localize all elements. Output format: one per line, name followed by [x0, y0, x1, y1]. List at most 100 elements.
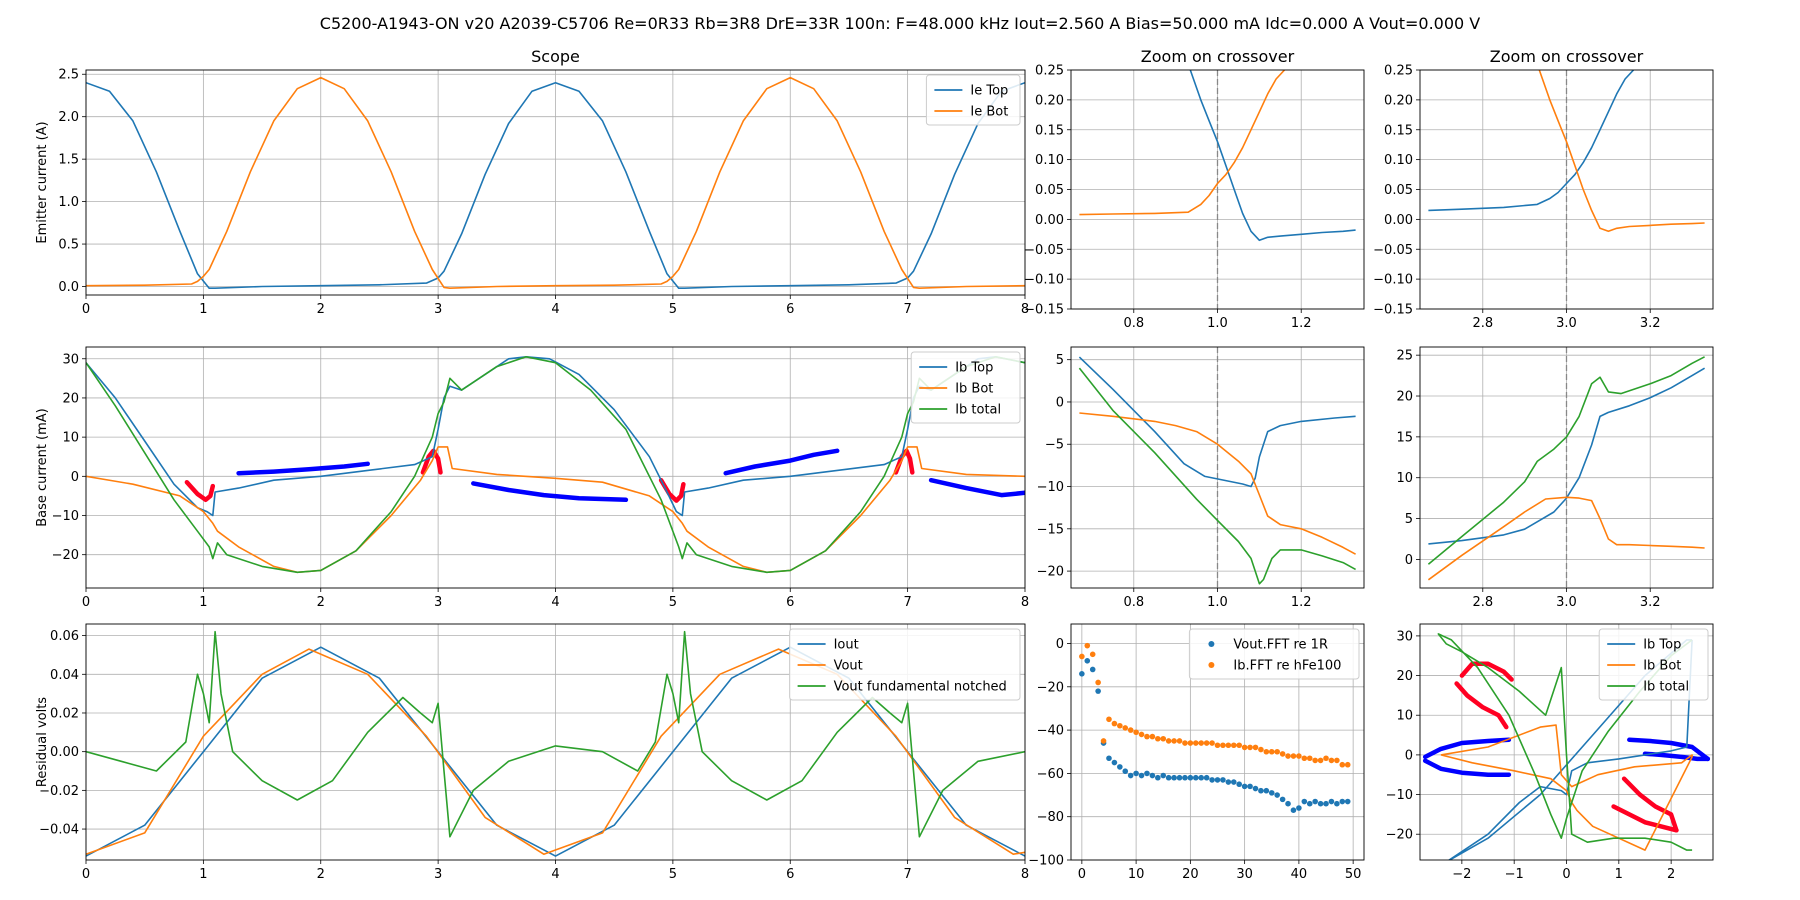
x-tick-label: 4 [551, 867, 559, 882]
data-point [1198, 774, 1205, 781]
axes-frame [1070, 69, 1365, 310]
axes-residual: 0 1 2 3 4 5 6 7 8 −0.04 −0.02 0.00 0.02 0.04 0.06 Resid… [35, 623, 1029, 882]
x-tick-label: 8 [1021, 595, 1029, 610]
data-point [1122, 725, 1129, 731]
plot-area [1078, 356, 1356, 585]
x-tick-label: 2 [317, 867, 325, 882]
data-point [1296, 805, 1302, 811]
data-point [1084, 642, 1091, 649]
data-point [1209, 777, 1215, 783]
plot-area [86, 356, 1025, 574]
x-tick-label: 1.0 [1207, 595, 1228, 610]
data-point [1274, 748, 1280, 755]
series-line [86, 356, 1025, 517]
data-point [1095, 688, 1101, 694]
x-tick-label: 6 [786, 302, 794, 317]
x-tick-label: 0 [1078, 867, 1086, 882]
series-line [1447, 639, 1693, 860]
data-point [1144, 733, 1150, 740]
y-tick-label: −40 [1037, 724, 1064, 739]
data-point [1328, 798, 1335, 805]
y-tick-label: 1.0 [58, 195, 79, 210]
annotation-stroke [928, 477, 1025, 498]
data-point [1149, 772, 1156, 779]
data-point [1290, 807, 1297, 814]
data-point [1241, 783, 1248, 790]
axes-frame [85, 623, 1026, 861]
legend-entry: Ie Top [970, 84, 1008, 99]
axes-frame [1419, 623, 1714, 861]
data-point [1247, 744, 1253, 751]
axes-frame [85, 69, 1026, 296]
x-tick-label: 1 [199, 867, 207, 882]
annotation-stroke [1642, 751, 1711, 762]
data-point [1317, 757, 1324, 764]
data-point [1171, 774, 1177, 781]
series-line [1078, 356, 1356, 488]
data-point [1296, 753, 1302, 759]
legend-entry: Vout.FFT re 1R [1233, 638, 1328, 653]
axes-frame [1419, 346, 1714, 589]
data-point [1176, 774, 1183, 781]
data-point [1192, 740, 1199, 746]
y-tick-label: −0.05 [1024, 243, 1064, 258]
y-tick-label: 0.0 [58, 280, 79, 295]
data-point [1209, 740, 1215, 746]
y-tick-label: 0.20 [1384, 93, 1413, 108]
y-axis-label: Base current (mA) [35, 408, 50, 527]
legend-entry: Ib Bot [955, 382, 993, 397]
data-point [1079, 653, 1085, 660]
legend-entry: Vout fundamental notched [834, 680, 1007, 695]
x-tick-label: 2 [1667, 867, 1675, 882]
y-tick-label: 2.5 [58, 68, 79, 83]
y-tick-label: 30 [1396, 629, 1413, 644]
data-point [1127, 772, 1134, 779]
legend-entry: Ib.FFT re hFe100 [1233, 659, 1341, 674]
y-tick-label: 5 [1405, 512, 1413, 527]
x-tick-label: 3 [434, 302, 442, 317]
series-line [1437, 633, 1693, 851]
annotation-stroke [658, 477, 686, 503]
x-tick-label: 8 [1021, 302, 1029, 317]
x-tick-label: 50 [1345, 867, 1362, 882]
y-tick-label: 0.10 [1035, 153, 1064, 168]
y-tick-label: 0.04 [50, 668, 79, 683]
data-point [1187, 740, 1194, 746]
legend-box [789, 628, 1021, 701]
data-point [1149, 733, 1156, 740]
y-tick-label: 15 [1396, 430, 1413, 445]
data-point [1220, 742, 1226, 749]
series-line [86, 356, 1025, 574]
x-tick-label: 1.0 [1207, 316, 1228, 331]
x-tick-label: 40 [1291, 867, 1308, 882]
x-tick-label: 2 [317, 302, 325, 317]
data-point [1252, 785, 1259, 792]
y-tick-label: −0.15 [1024, 303, 1064, 318]
data-point [1138, 772, 1145, 779]
y-tick-label: 0.25 [1384, 64, 1413, 79]
data-point [1089, 666, 1096, 673]
data-point [1230, 742, 1237, 749]
data-point [1306, 755, 1313, 762]
data-point [1323, 755, 1329, 762]
annotation-stroke [723, 448, 840, 476]
annotation-stroke [1611, 804, 1679, 833]
x-tick-label: −1 [1505, 867, 1524, 882]
x-tick-label: 6 [786, 595, 794, 610]
y-tick-label: −0.05 [1373, 243, 1413, 258]
y-tick-label: 0.00 [1035, 213, 1064, 228]
x-tick-label: 3.2 [1640, 595, 1661, 610]
axes-title: Zoom on crossover [1490, 47, 1644, 66]
data-point [1317, 800, 1324, 807]
legend-entry: Ib total [955, 403, 1001, 418]
data-point [1279, 751, 1286, 757]
y-tick-label: 0.05 [1384, 183, 1413, 198]
x-tick-label: 3 [434, 867, 442, 882]
y-tick-label: −0.10 [1024, 273, 1064, 288]
x-tick-label: −2 [1452, 867, 1471, 882]
legend-entry: Ib total [1643, 680, 1689, 695]
data-point [1290, 753, 1297, 759]
x-tick-label: 1 [199, 302, 207, 317]
x-tick-label: 20 [1182, 867, 1199, 882]
